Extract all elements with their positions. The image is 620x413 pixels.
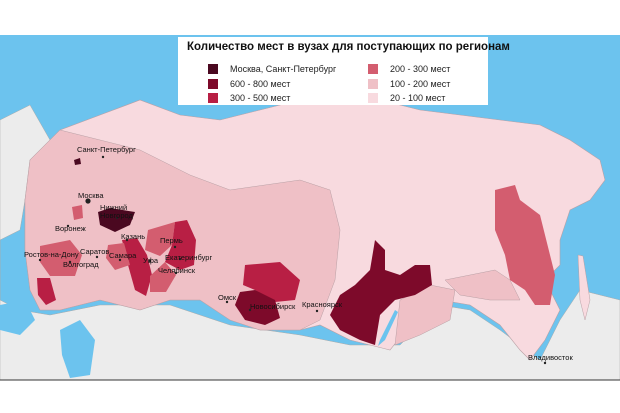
- region-perm: [145, 222, 175, 256]
- city-label: Екатеринбург: [165, 253, 213, 262]
- legend-item: 20 - 100 мест: [368, 93, 445, 103]
- city-label: Саратов: [80, 247, 110, 256]
- legend-title: Количество мест в вузах для поступающих …: [187, 41, 510, 53]
- regions-colored: [37, 158, 555, 346]
- city-label: Нижний Новгород: [100, 203, 133, 220]
- city-label: Санкт-Петербург: [77, 145, 136, 154]
- city-dots: [38, 155, 547, 365]
- legend-label: 20 - 100 мест: [390, 93, 446, 103]
- legend-item: 300 - 500 мест: [208, 93, 290, 103]
- legend-item: 100 - 200 мест: [368, 79, 450, 89]
- city-label: Воронеж: [55, 224, 86, 233]
- city-label: Уфа: [143, 256, 159, 265]
- legend-swatch: [368, 64, 378, 74]
- legend-swatch: [208, 79, 218, 89]
- region-chelyabinsk: [150, 262, 176, 292]
- city-label: Пермь: [160, 236, 183, 245]
- caspian-sea: [60, 320, 95, 378]
- city-label: Владивосток: [528, 353, 573, 362]
- legend-item: 600 - 800 мест: [208, 79, 290, 89]
- city-label: Волгоград: [63, 260, 99, 269]
- region-novosibirsk: [235, 290, 280, 325]
- legend-swatch: [368, 79, 378, 89]
- region-samara: [106, 243, 130, 270]
- legend: Количество мест в вузах для поступающих …: [178, 37, 510, 105]
- legend-item: Москва, Санкт-Петербург: [208, 64, 336, 74]
- city-label: Казань: [121, 232, 146, 241]
- region-krasnodar: [37, 278, 56, 305]
- city-label: Самара: [109, 251, 137, 260]
- legend-swatch: [208, 93, 218, 103]
- legend-swatch: [208, 64, 218, 74]
- black-sea: [0, 300, 35, 335]
- region-rostov-volgograd: [40, 240, 82, 276]
- city-label: Челябинск: [158, 266, 196, 275]
- region-tomsk: [243, 262, 300, 302]
- city-label: Новосибирск: [250, 302, 296, 311]
- city-label: Москва: [78, 191, 104, 200]
- region-tatarstan-bashkortostan: [122, 238, 152, 296]
- legend-label: Москва, Санкт-Петербург: [230, 64, 337, 74]
- sakhalin: [577, 254, 591, 321]
- legend-item: 200 - 300 мест: [368, 64, 450, 74]
- city-label: Омск: [218, 293, 237, 302]
- legend-label: 600 - 800 мест: [230, 79, 291, 89]
- city-label: Красноярск: [302, 300, 343, 309]
- region-spb: [74, 158, 81, 165]
- foreign-land: [0, 104, 620, 381]
- city-label: Ростов-на-Дону: [24, 250, 79, 259]
- legend-swatch: [368, 93, 378, 103]
- lake-baikal: [378, 310, 398, 346]
- region-amur: [444, 269, 521, 301]
- region-khabarovsk: [495, 185, 555, 305]
- region-moscow-oblast: [72, 205, 83, 220]
- legend-label: 300 - 500 мест: [230, 93, 291, 103]
- region-sverdlovsk: [165, 220, 196, 270]
- region-irkutsk: [330, 240, 432, 345]
- legend-label: 200 - 300 мест: [390, 64, 451, 74]
- region-nizhny-novgorod: [98, 208, 135, 232]
- legend-label: 100 - 200 мест: [390, 79, 451, 89]
